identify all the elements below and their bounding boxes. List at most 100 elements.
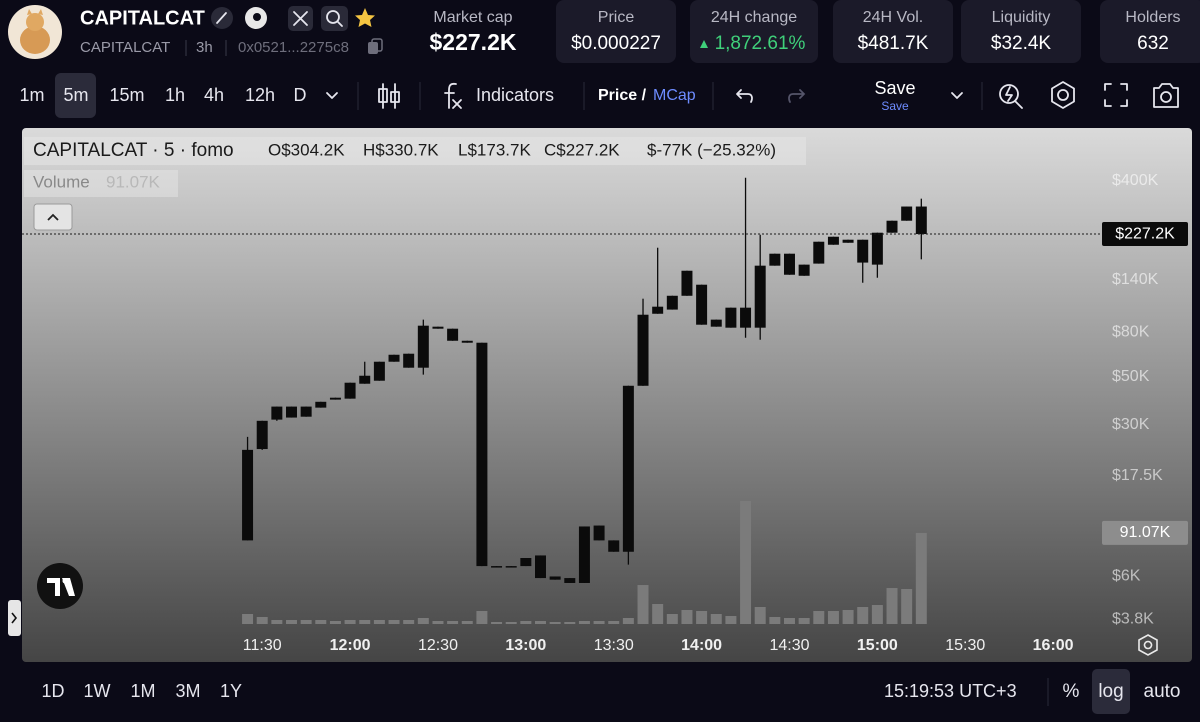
interval-button[interactable]: 1m — [19, 85, 44, 105]
save-menu[interactable] — [951, 92, 963, 99]
volume-bar — [549, 622, 561, 624]
candle-body — [505, 566, 517, 568]
range-button[interactable]: 1D — [41, 681, 64, 701]
y-tick-label: $6K — [1112, 568, 1141, 585]
y-tick-label: $140K — [1112, 271, 1159, 288]
collapse-button[interactable] — [33, 203, 73, 231]
stat-label: Price — [598, 9, 635, 26]
y-tick-label: $400K — [1112, 172, 1159, 189]
percent-toggle[interactable]: % — [1063, 681, 1080, 702]
log-toggle[interactable]: log — [1098, 681, 1123, 702]
volume-bar — [681, 610, 693, 624]
edit-button[interactable] — [211, 7, 233, 29]
candle-body — [520, 557, 532, 567]
candle-body — [578, 526, 590, 583]
fullscreen-button[interactable] — [1104, 83, 1128, 107]
interval-button[interactable]: 12h — [245, 85, 275, 105]
candle-body — [344, 382, 356, 399]
log-toggle-bg — [1092, 669, 1130, 714]
candle-body — [549, 576, 561, 580]
volume-bar — [403, 620, 415, 624]
interval-button[interactable]: 1h — [165, 85, 185, 105]
range-button[interactable]: 1Y — [220, 681, 242, 701]
volume-bar — [857, 607, 869, 624]
price-toggle[interactable]: Price / — [598, 87, 647, 104]
stat-box — [1100, 0, 1200, 63]
side-tab[interactable] — [8, 600, 21, 636]
search-button[interactable] — [321, 6, 348, 31]
volume-bar — [447, 621, 459, 624]
candle-body — [256, 420, 268, 450]
volume-bar — [652, 604, 664, 624]
copy-button[interactable] — [368, 38, 383, 54]
interval-button[interactable]: 5m — [63, 85, 88, 105]
token-name: CAPITALCAT — [80, 7, 205, 29]
volume-bar — [710, 614, 722, 624]
chart-type-button[interactable] — [378, 83, 400, 109]
x-tick-label: 16:00 — [1033, 637, 1074, 654]
interval-button[interactable]: 4h — [204, 85, 224, 105]
volume-bar — [242, 614, 254, 624]
range-button[interactable]: 3M — [175, 681, 200, 701]
save-status: Save — [881, 99, 909, 113]
auto-toggle[interactable]: auto — [1144, 681, 1181, 702]
volume-bar — [256, 617, 268, 624]
stat-value: $32.4K — [991, 33, 1052, 54]
alert-button[interactable] — [999, 84, 1023, 109]
volume-bar — [491, 622, 503, 624]
candle-body — [608, 540, 620, 552]
candle-body — [842, 239, 854, 243]
token-ticker: CAPITALCAT — [80, 39, 170, 56]
stat-value: $227.2K — [430, 29, 517, 55]
settings-button[interactable] — [1051, 81, 1075, 109]
candle-body — [783, 253, 795, 275]
candle-body — [622, 385, 634, 552]
candle-body — [432, 326, 444, 329]
candle-body — [476, 342, 488, 567]
candle-body — [637, 314, 649, 386]
indicators-button[interactable]: Indicators — [476, 85, 554, 105]
volume-bar — [535, 621, 546, 624]
save-button[interactable]: Save — [874, 78, 915, 98]
token-avatar — [8, 5, 62, 59]
axis-settings[interactable] — [1138, 634, 1158, 656]
indicators-icon[interactable] — [444, 82, 462, 109]
volume-bar — [725, 616, 737, 624]
volume-bar — [520, 621, 532, 624]
clock: 15:19:53 UTC+3 — [884, 681, 1017, 701]
stats: Market cap $227.2K Price $0.000227 24H chang… — [430, 0, 1200, 63]
favorite-button[interactable] — [355, 8, 375, 27]
volume-bar — [842, 610, 854, 624]
interval-menu[interactable] — [326, 92, 338, 99]
candle-body — [886, 220, 898, 233]
interval-button[interactable]: 15m — [109, 85, 144, 105]
chart-title: CAPITALCAT · 5 · fomo — [33, 140, 234, 161]
volume-bar — [300, 620, 312, 624]
candle-body — [798, 264, 810, 276]
stat-value: $481.7K — [858, 33, 929, 54]
candle-body — [300, 406, 312, 417]
x-tick-label: 13:00 — [505, 637, 546, 654]
volume-bar — [754, 607, 766, 624]
mcap-toggle[interactable]: MCap — [653, 87, 696, 104]
screenshot-button[interactable] — [1153, 83, 1179, 108]
range-button[interactable]: 1M — [130, 681, 155, 701]
redo-button[interactable] — [788, 89, 806, 103]
x-tick-label: 11:30 — [243, 637, 282, 654]
y-tick-label: $50K — [1112, 368, 1150, 385]
undo-button[interactable] — [736, 89, 753, 103]
website-button[interactable] — [245, 7, 267, 29]
candle-body — [461, 340, 473, 343]
volume-bar — [432, 621, 444, 624]
candle-body — [359, 375, 371, 384]
ohlc-value: H$330.7K — [363, 140, 439, 159]
volume-bar — [608, 621, 620, 624]
y-tick-label: $80K — [1112, 324, 1150, 341]
interval-button[interactable]: D — [294, 85, 307, 105]
range-button[interactable]: 1W — [84, 681, 111, 701]
volume-bar — [886, 588, 898, 624]
candle-body — [388, 354, 400, 362]
twitter-button[interactable] — [288, 6, 313, 31]
volume-bar — [915, 532, 927, 624]
candle-body — [769, 253, 781, 266]
